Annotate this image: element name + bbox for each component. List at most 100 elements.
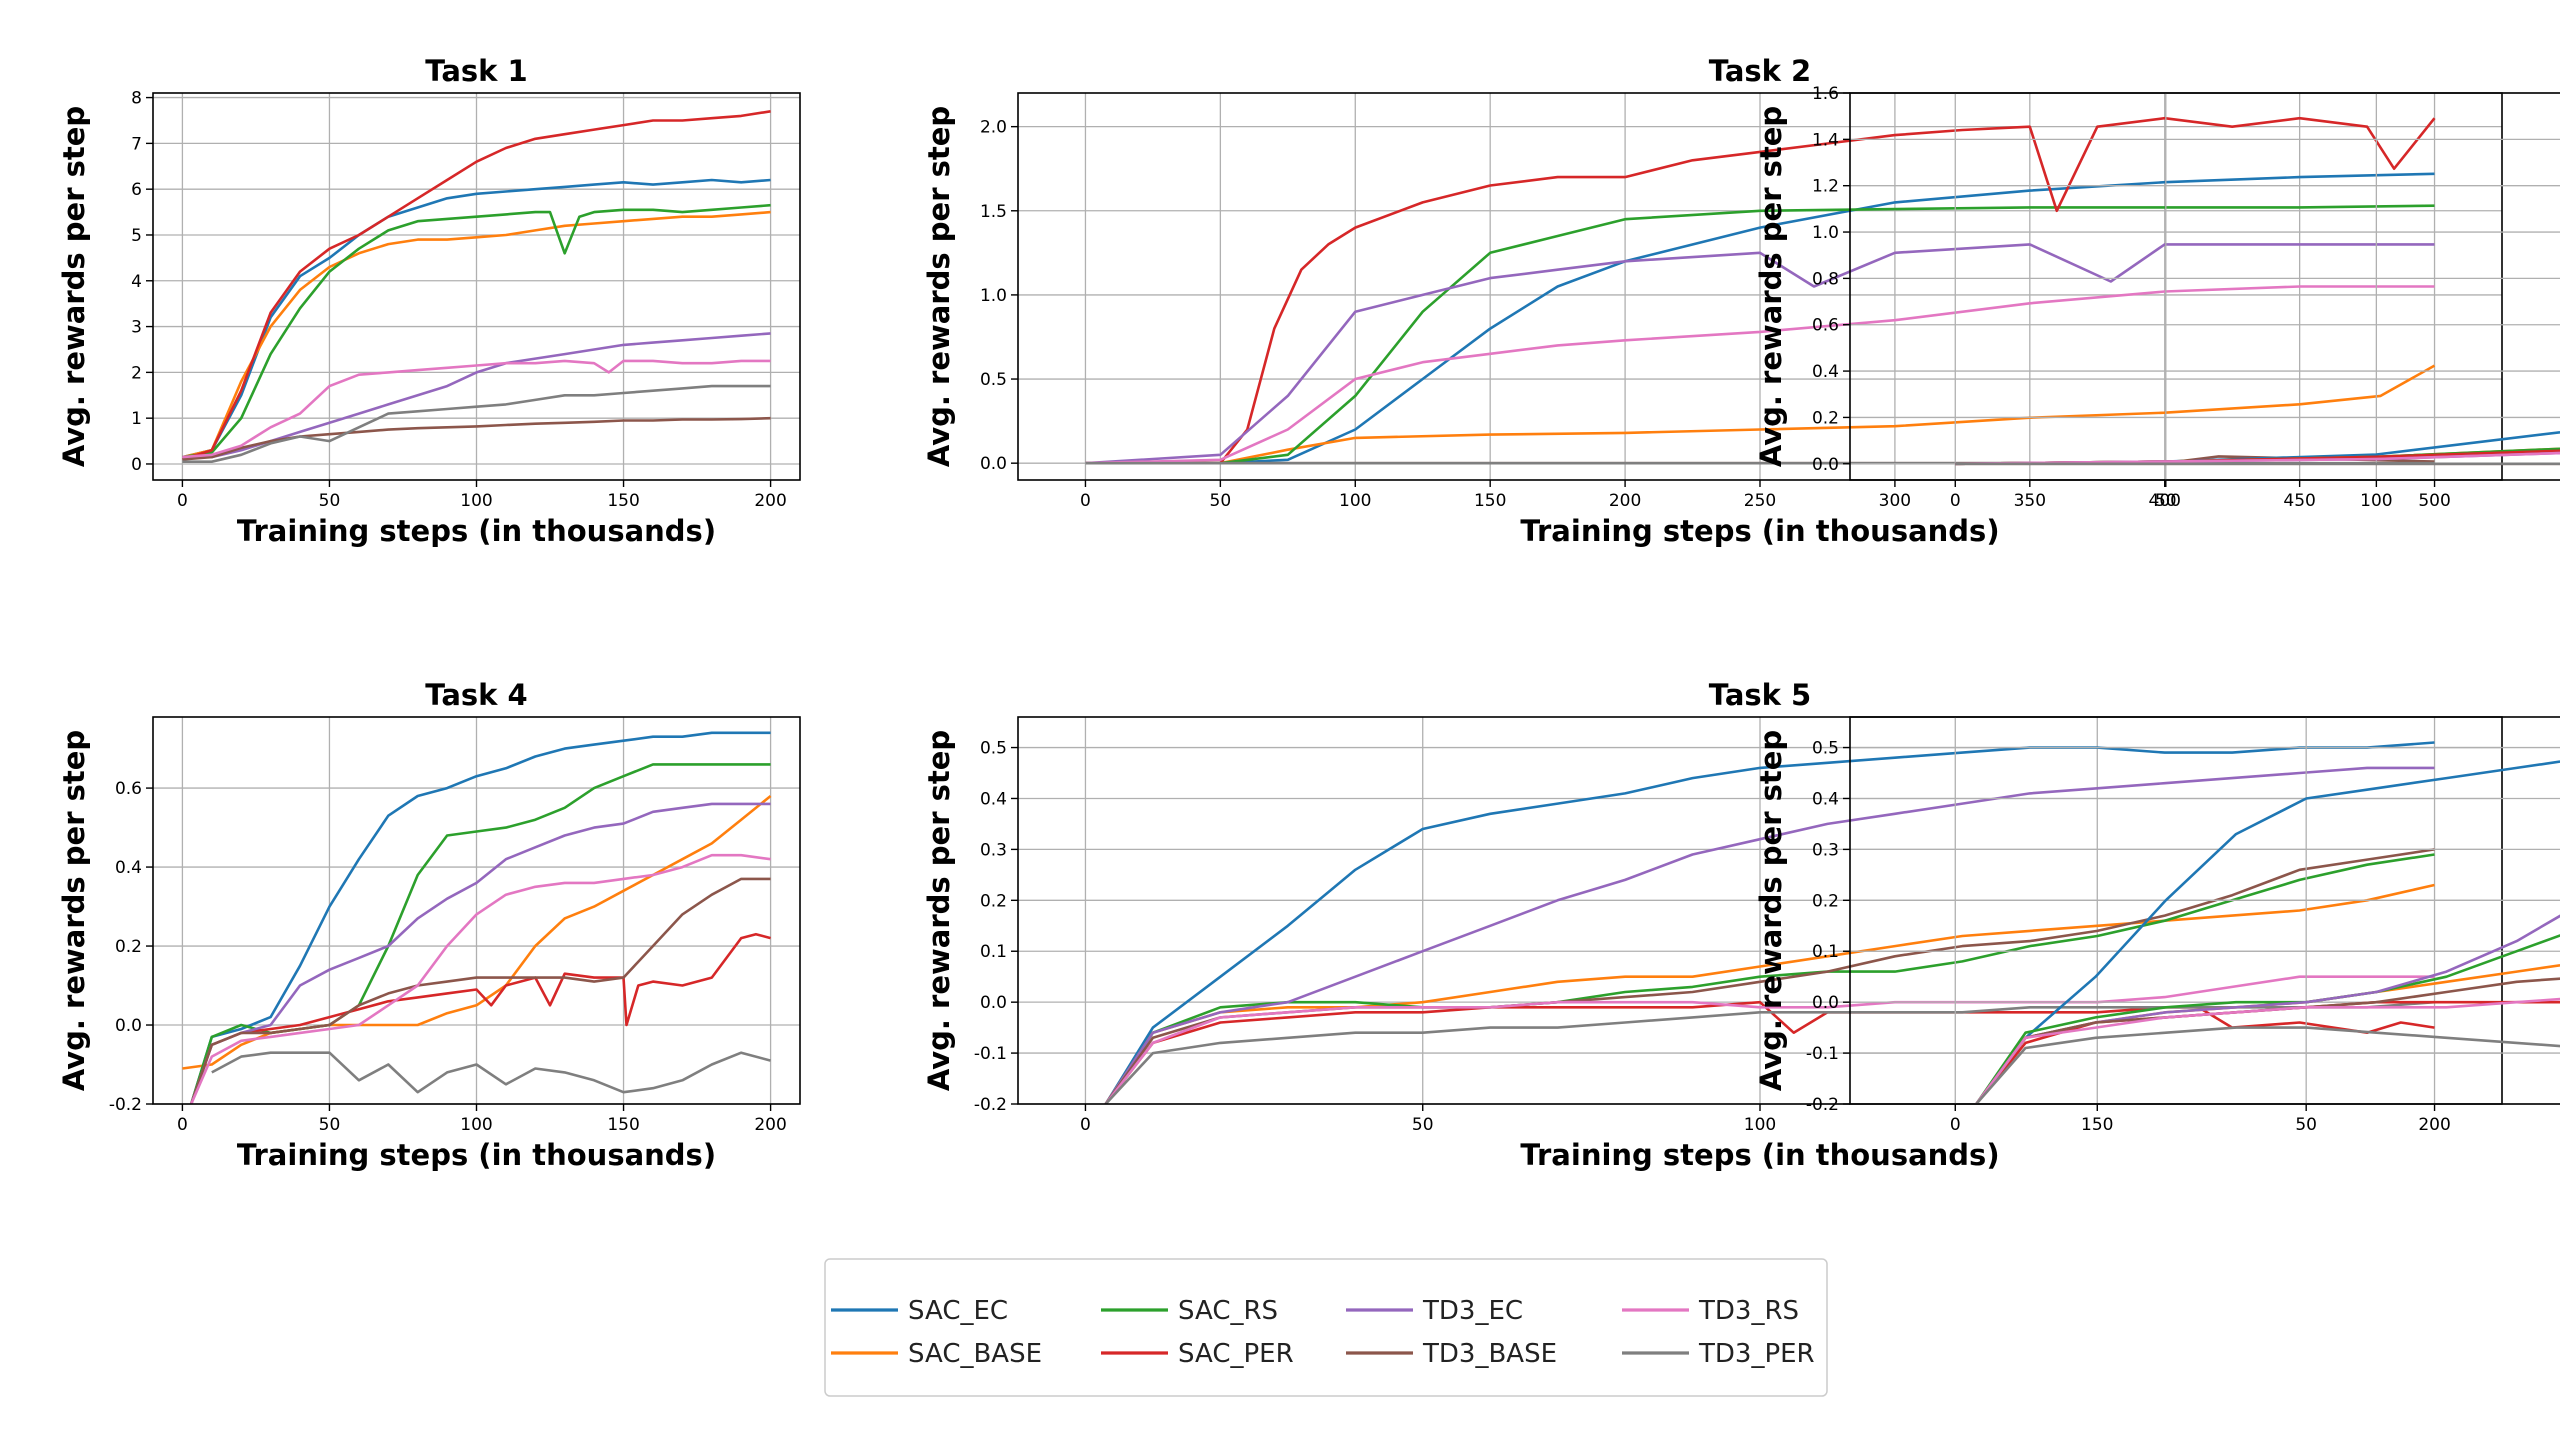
legend-label: SAC_EC	[908, 1296, 1008, 1326]
y-tick-label: 1.6	[1812, 84, 1839, 104]
series-line-td3-ec	[189, 802, 771, 1104]
chart-panel-5: 0 50 100 150 200 -0.2 -0.1 0.0 0.1 0.2 0.3 0.4 0.5 Ta…	[922, 678, 2503, 1172]
x-tick-label: 0	[177, 1115, 188, 1135]
y-tick-label: 0.8	[1812, 269, 1839, 289]
series-line-td3-rs	[1955, 451, 2560, 466]
chart-panel-3: 0501001502002503003504004505000.00.20.40…	[1754, 84, 2560, 511]
chart-panel-4: 0 50 100 150 200 -0.2 0.0 0.2 0.4 0.6 Task 4 Traini…	[57, 678, 801, 1172]
legend-item-sac-ec: SAC_EC	[831, 1296, 1008, 1326]
x-tick-label: 0	[1950, 491, 1961, 511]
legend-item-td3-ec: TD3_EC	[1346, 1296, 1523, 1326]
series-line-sac-base	[1104, 883, 2435, 1104]
x-tick-label: 400	[2149, 491, 2181, 511]
y-tick-label: 0.2	[1812, 408, 1839, 428]
y-tick-label: 1.0	[980, 286, 1007, 306]
chart-panels: 0 50 100 150 200 0 1 2 3 4 5 6 7 8 Task 1 Training step…	[57, 54, 2560, 1172]
legend: SAC_EC SAC_BASE SAC_RS SAC_PER TD3_EC TD3_BAS…	[824, 1258, 1828, 1397]
y-tick-label: 1.0	[1812, 223, 1839, 243]
x-tick-label: 50	[319, 491, 341, 511]
legend-item-sac-per: SAC_PER	[1101, 1339, 1294, 1369]
x-tick-label: 50	[1412, 1115, 1434, 1135]
x-tick-label: 100	[460, 1115, 492, 1135]
legend-label: SAC_BASE	[908, 1339, 1042, 1369]
y-tick-label: 0.2	[115, 937, 142, 957]
y-tick-label: 0.0	[115, 1016, 142, 1036]
x-tick-label: 300	[1879, 491, 1911, 511]
series-line-sac-per	[1085, 116, 2436, 465]
series-lines	[1104, 741, 2435, 1104]
series-line-td3-per	[182, 384, 771, 464]
y-tick-label: 0.6	[115, 779, 142, 799]
series-line-sac-ec	[1955, 430, 2560, 466]
x-tick-label: 150	[1474, 491, 1506, 511]
series-line-sac-ec	[182, 178, 771, 459]
legend-label: SAC_RS	[1178, 1296, 1278, 1326]
y-tick-label: 0.2	[980, 891, 1007, 911]
x-tick-label: 200	[1609, 491, 1641, 511]
series-line-td3-ec	[1975, 914, 2560, 1104]
y-tick-label: 0.4	[1812, 789, 1839, 809]
series-lines	[182, 731, 772, 1104]
x-tick-label: 0	[1950, 1115, 1961, 1135]
y-tick-label: 0.6	[1812, 316, 1839, 336]
y-tick-label: 0.0	[1812, 455, 1839, 475]
legend-frame	[824, 1258, 1828, 1397]
y-tick-label: 0.5	[1812, 739, 1839, 759]
legend-label: TD3_PER	[1698, 1339, 1815, 1369]
y-tick-label: 2.0	[980, 118, 1007, 138]
x-tick-label: 100	[1339, 491, 1371, 511]
y-tick-label: 0	[131, 455, 142, 475]
axes-frame	[1849, 716, 2560, 1105]
series-line-td3-ec	[1104, 766, 2435, 1104]
x-tick-label: 500	[2418, 491, 2450, 511]
legend-item-td3-per: TD3_PER	[1622, 1339, 1815, 1369]
series-line-sac-base	[182, 210, 771, 459]
chart-panel-2: 0 50 100 150 200 250 300 350 400 450 5000.00.51.01…	[922, 54, 2503, 548]
x-axis-label: Training steps (in thousands)	[237, 1138, 716, 1172]
x-tick-label: 0	[1080, 491, 1091, 511]
legend-label: TD3_EC	[1422, 1296, 1523, 1326]
series-line-sac-rs	[1955, 447, 2560, 466]
series-line-td3-rs	[1104, 975, 2435, 1104]
series-line-sac-rs	[182, 203, 771, 459]
y-tick-label: 0.0	[1812, 993, 1839, 1013]
legend-item-sac-base: SAC_BASE	[831, 1339, 1042, 1369]
series-line-td3-per	[211, 1051, 771, 1094]
y-tick-label: 5	[131, 226, 142, 246]
y-tick-label: 0.5	[980, 739, 1007, 759]
y-tick-label: -0.2	[1806, 1095, 1839, 1115]
series-line-td3-per	[1104, 1000, 2435, 1104]
chart-title: Task 5	[1709, 678, 1811, 712]
series-line-td3-rs	[190, 853, 771, 1104]
x-tick-label: 200	[754, 491, 786, 511]
chart-panel-1: 0 50 100 150 200 0 1 2 3 4 5 6 7 8 Task 1 Training step…	[57, 54, 801, 548]
y-tick-label: 0.5	[980, 370, 1007, 390]
y-tick-label: 0.4	[115, 858, 142, 878]
y-tick-label: 0.4	[980, 789, 1007, 809]
y-axis-label: Avg. rewards per step	[1754, 106, 1788, 467]
chart-title: Task 1	[425, 54, 527, 88]
y-tick-label: -0.2	[974, 1095, 1007, 1115]
x-tick-label: 100	[1744, 1115, 1776, 1135]
chart-panel-6: 050100150200250300-0.2-0.10.00.10.20.30.…	[1754, 716, 2560, 1135]
y-tick-label: 0.4	[1812, 362, 1839, 382]
y-tick-label: -0.1	[1806, 1044, 1839, 1064]
chart-title: Task 4	[425, 678, 527, 712]
series-line-sac-per	[1955, 449, 2560, 466]
x-axis-label: Training steps (in thousands)	[1520, 514, 1999, 548]
series-line-td3-base	[182, 416, 771, 461]
series-line-sac-ec	[1085, 172, 2435, 465]
series-line-sac-rs	[1975, 934, 2560, 1104]
series-line-sac-ec	[1104, 741, 2435, 1104]
y-axis-label: Avg. rewards per step	[1754, 730, 1788, 1091]
x-tick-label: 200	[754, 1115, 786, 1135]
y-tick-label: 0.0	[980, 454, 1007, 474]
y-tick-label: 1.2	[1812, 177, 1839, 197]
series-line-td3-base	[1975, 977, 2560, 1104]
legend-item-td3-base: TD3_BASE	[1346, 1339, 1557, 1369]
x-tick-label: 150	[607, 1115, 639, 1135]
x-tick-label: 50	[319, 1115, 341, 1135]
x-tick-label: 150	[607, 491, 639, 511]
series-lines	[182, 110, 771, 464]
